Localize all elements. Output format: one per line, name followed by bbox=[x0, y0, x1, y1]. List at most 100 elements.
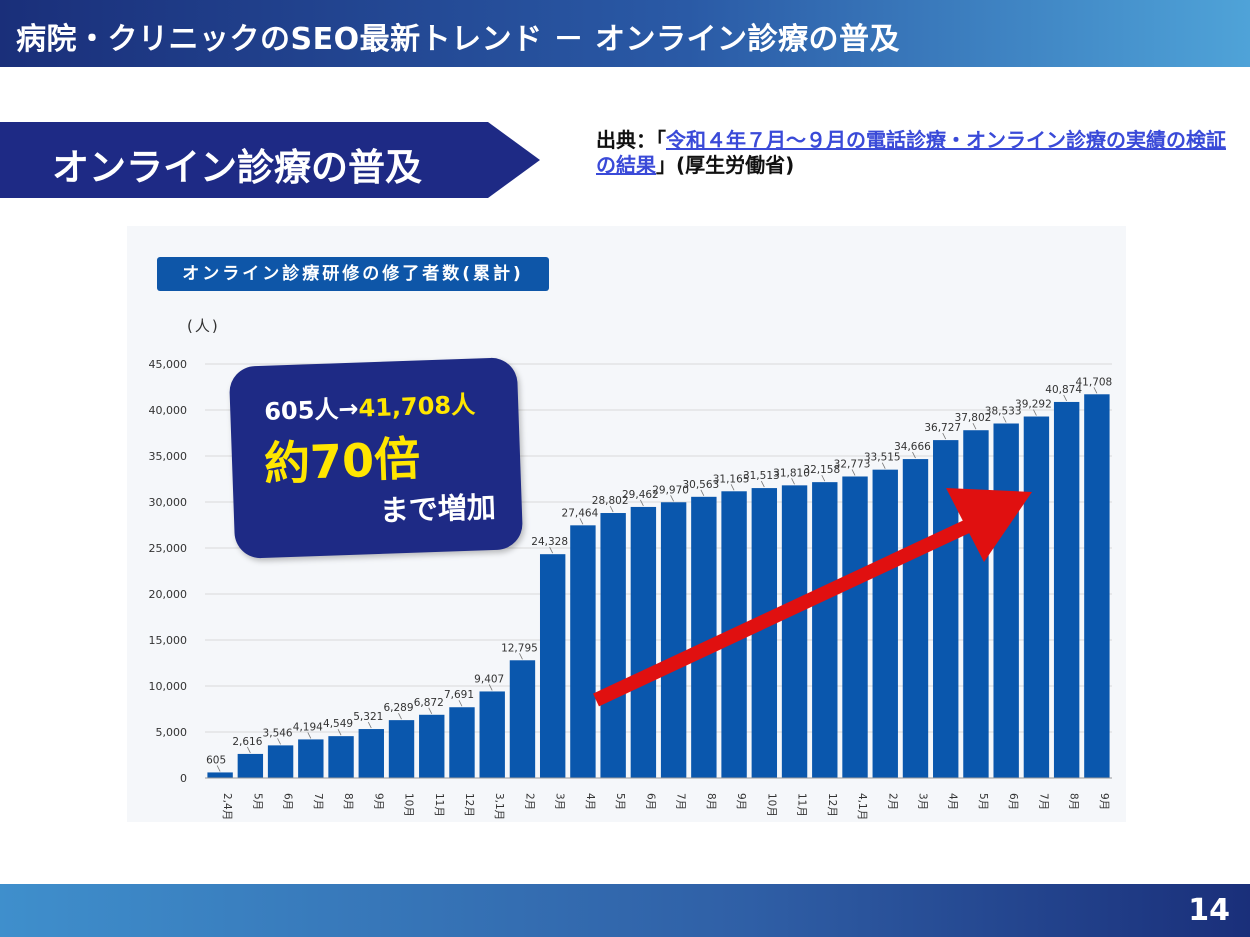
bar bbox=[479, 691, 505, 778]
bar bbox=[388, 720, 415, 778]
x-tick-label: 8月 bbox=[705, 793, 717, 810]
data-label-leader bbox=[488, 684, 493, 691]
callout-tail: まで増加 bbox=[379, 489, 497, 528]
data-label-leader bbox=[519, 653, 523, 660]
y-tick-label: 40,000 bbox=[149, 404, 188, 417]
data-label-leader bbox=[277, 738, 281, 745]
data-label-leader bbox=[730, 484, 735, 491]
section-banner bbox=[0, 122, 540, 198]
x-tick-label: 4月 bbox=[947, 793, 959, 810]
data-label-leader bbox=[337, 728, 342, 736]
data-label: 29,462 bbox=[622, 489, 659, 501]
x-tick-label: 9月 bbox=[735, 793, 747, 810]
x-tick-label: 5月 bbox=[614, 793, 626, 810]
bar bbox=[509, 660, 536, 778]
callout-multiplier: 約70倍 bbox=[263, 431, 422, 491]
bar bbox=[419, 714, 445, 778]
data-label: 29,970 bbox=[652, 484, 689, 496]
page-number: 14 bbox=[1188, 893, 1230, 928]
data-label: 605 bbox=[206, 754, 226, 766]
source-suffix: 」(厚生労働省) bbox=[656, 153, 795, 177]
data-label-leader bbox=[972, 423, 977, 430]
data-label-leader bbox=[398, 712, 402, 720]
data-label: 24,328 bbox=[531, 536, 568, 548]
data-label: 5,321 bbox=[353, 711, 383, 723]
data-label: 30,563 bbox=[682, 479, 719, 491]
data-label: 7,691 bbox=[444, 689, 474, 701]
source-citation: 出典：「令和４年７月～９月の電話診療・オンライン診療の実績の検証の結果」(厚生労… bbox=[596, 128, 1236, 178]
x-tick-label: 11月 bbox=[796, 793, 808, 817]
x-tick-label: 8月 bbox=[342, 793, 354, 810]
callout-to: 41,708人 bbox=[357, 390, 476, 423]
section-title: オンライン診療の普及 bbox=[52, 146, 422, 189]
y-tick-label: 20,000 bbox=[149, 588, 188, 601]
data-label: 3,546 bbox=[263, 727, 293, 739]
data-label-leader bbox=[821, 474, 826, 482]
bar bbox=[781, 485, 808, 778]
bar bbox=[449, 707, 475, 778]
source-link[interactable]: 令和４年７月～９月の電話診療・オンライン診療の実績の検証の結果 bbox=[596, 128, 1226, 177]
data-label: 38,533 bbox=[985, 405, 1022, 417]
bar bbox=[963, 430, 989, 778]
x-tick-label: 10月 bbox=[765, 793, 777, 817]
data-label-leader bbox=[640, 499, 644, 507]
x-tick-label: 7月 bbox=[1037, 793, 1049, 810]
source-prefix: 出典：「 bbox=[596, 128, 666, 152]
x-tick-label: 2月 bbox=[523, 793, 535, 810]
data-label-leader bbox=[760, 480, 765, 488]
bar bbox=[237, 753, 264, 778]
data-label-leader bbox=[851, 469, 856, 476]
x-tick-label: 4月 bbox=[584, 793, 596, 810]
y-tick-label: 35,000 bbox=[149, 450, 188, 463]
bar bbox=[539, 554, 566, 778]
y-tick-label: 0 bbox=[180, 772, 187, 785]
bar bbox=[600, 513, 626, 778]
x-tick-label: 8月 bbox=[1068, 793, 1080, 810]
data-label-leader bbox=[549, 547, 554, 554]
data-label: 40,874 bbox=[1045, 384, 1082, 396]
data-label-leader bbox=[1033, 409, 1037, 416]
x-tick-label: 12月 bbox=[826, 793, 838, 817]
y-tick-label: 15,000 bbox=[149, 634, 188, 647]
data-label: 27,464 bbox=[562, 507, 599, 519]
footer-bar bbox=[0, 884, 1250, 937]
data-label: 31,513 bbox=[743, 470, 780, 482]
bar bbox=[872, 469, 898, 778]
data-label-leader bbox=[791, 478, 795, 485]
bar bbox=[207, 772, 233, 778]
x-tick-label: 5月 bbox=[251, 793, 263, 810]
data-label: 36,727 bbox=[924, 422, 961, 434]
bar bbox=[328, 736, 354, 778]
data-label: 37,802 bbox=[955, 412, 992, 424]
bar bbox=[1053, 401, 1080, 778]
data-label: 28,802 bbox=[592, 495, 629, 507]
y-tick-label: 25,000 bbox=[149, 542, 188, 555]
x-tick-label: 2月 bbox=[886, 793, 898, 810]
data-label-leader bbox=[458, 700, 463, 707]
x-tick-label: 10月 bbox=[403, 793, 415, 817]
data-label-leader bbox=[1002, 416, 1007, 423]
data-label: 6,872 bbox=[414, 697, 444, 709]
data-label-leader bbox=[912, 451, 916, 459]
data-label: 34,666 bbox=[894, 441, 931, 453]
page-title: 病院・クリニックのSEO最新トレンド － オンライン診療の普及 bbox=[16, 22, 900, 57]
x-tick-label: 2,4月 bbox=[221, 793, 233, 820]
data-label: 31,810 bbox=[773, 467, 810, 479]
bar bbox=[812, 482, 838, 778]
y-tick-label: 30,000 bbox=[149, 496, 188, 509]
x-tick-label: 3月 bbox=[916, 793, 928, 810]
x-tick-label: 9月 bbox=[372, 793, 384, 810]
data-label: 31,165 bbox=[713, 473, 750, 485]
x-tick-label: 9月 bbox=[1098, 793, 1110, 810]
x-tick-label: 7月 bbox=[312, 793, 324, 810]
data-label-leader bbox=[670, 495, 674, 502]
data-label-leader bbox=[700, 489, 705, 496]
bar bbox=[630, 506, 657, 778]
callout-range: 605人→41,708人 bbox=[264, 385, 476, 427]
bar bbox=[1023, 416, 1050, 778]
bar bbox=[267, 745, 294, 778]
data-label-leader bbox=[1063, 394, 1068, 402]
trend-arrow-shaft bbox=[593, 511, 988, 707]
data-label-leader bbox=[881, 462, 886, 469]
